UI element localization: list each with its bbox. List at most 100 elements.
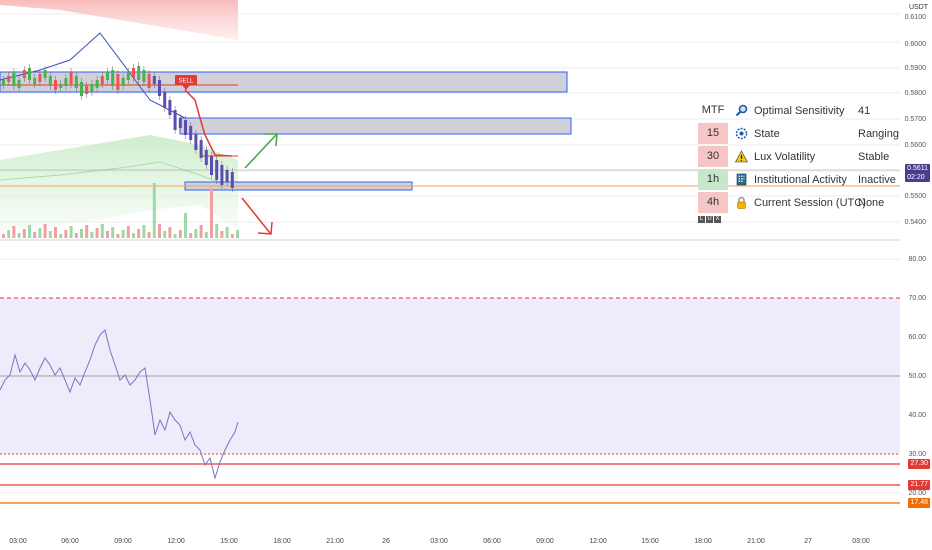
rsi-axis-label: 30.00 bbox=[908, 451, 926, 458]
volume-bar bbox=[69, 226, 73, 238]
candle-body bbox=[111, 70, 115, 86]
time-axis-label: 21:00 bbox=[747, 538, 765, 545]
warning-icon bbox=[734, 150, 748, 164]
candle-body bbox=[215, 160, 219, 180]
info-row-volatility: 30 Lux Volatility Stable bbox=[698, 145, 902, 168]
volume-bar bbox=[152, 183, 156, 238]
volume-bar bbox=[220, 231, 224, 238]
volume-bar bbox=[173, 234, 177, 238]
candle-body bbox=[121, 78, 125, 86]
price-axis-label: 0.5500 bbox=[905, 193, 927, 200]
mtf-4h: 4h bbox=[698, 192, 728, 213]
candle-body bbox=[17, 80, 21, 88]
rsi-axis[interactable]: 80.00 70.00 60.00 50.00 40.00 30.00 20.00 bbox=[908, 256, 926, 497]
volume-bar bbox=[17, 233, 21, 238]
candle-body bbox=[95, 80, 99, 88]
time-axis-label: 06:00 bbox=[61, 538, 79, 545]
volume-bar bbox=[43, 224, 47, 238]
info-label: Current Session (UTC) bbox=[754, 196, 866, 209]
volume-bar bbox=[147, 232, 151, 238]
volume-bar bbox=[225, 227, 229, 238]
candle-body bbox=[54, 80, 57, 90]
rsi-axis-label: 80.00 bbox=[908, 256, 926, 263]
candle-body bbox=[158, 80, 161, 96]
volume-bar bbox=[184, 213, 187, 238]
mtf-15: 15 bbox=[698, 123, 728, 144]
volume-bar bbox=[194, 229, 198, 238]
volume-bar bbox=[100, 224, 104, 238]
level-21-tag: 21.77 bbox=[908, 480, 930, 490]
volume-bar bbox=[2, 234, 5, 238]
volume-bar bbox=[178, 230, 182, 238]
volume-bar bbox=[158, 224, 161, 238]
volume-bar bbox=[111, 227, 115, 238]
candle-body bbox=[126, 72, 130, 80]
candlesticks bbox=[2, 62, 234, 192]
currency-label: USDT bbox=[908, 4, 928, 11]
mtf-header: MTF bbox=[701, 104, 725, 116]
lux-info-panel: MTF Optimal Sensitivity 41 15 State Rang… bbox=[698, 99, 902, 223]
rsi-axis-label: 70.00 bbox=[908, 295, 926, 302]
time-axis-label: 03:00 bbox=[430, 538, 448, 545]
volume-bar bbox=[199, 225, 203, 238]
time-axis-label: 03:00 bbox=[852, 538, 870, 545]
countdown-value: 02:20 bbox=[907, 174, 925, 181]
info-value: Stable bbox=[858, 150, 890, 163]
price-axis-label: 0.6100 bbox=[905, 14, 927, 21]
time-axis[interactable]: 03:00 06:00 09:00 12:00 15:00 18:00 21:00 26 03:… bbox=[9, 538, 870, 545]
rsi-axis-label: 40.00 bbox=[908, 412, 926, 419]
trailing-stop-line bbox=[184, 89, 233, 157]
volume-bar bbox=[137, 229, 141, 238]
volume-bar bbox=[64, 230, 68, 238]
info-label: State bbox=[754, 127, 780, 140]
volume-bar bbox=[204, 232, 208, 238]
volume-bar bbox=[7, 230, 11, 238]
candle-body bbox=[64, 78, 68, 86]
current-price-value: 0.5611 bbox=[907, 165, 928, 172]
magnifier-icon bbox=[734, 104, 748, 118]
candle-body bbox=[173, 110, 177, 130]
level-27-tag: 27.30 bbox=[908, 459, 930, 469]
logo-letter: L bbox=[698, 216, 705, 223]
candle-body bbox=[43, 70, 47, 78]
candle-body bbox=[152, 76, 156, 84]
volume-bar bbox=[59, 234, 63, 238]
order-block-upper[interactable] bbox=[0, 71, 568, 93]
building-icon bbox=[734, 173, 748, 187]
candle-body bbox=[74, 76, 78, 88]
info-label: Optimal Sensitivity bbox=[754, 104, 845, 117]
upper-band bbox=[0, 0, 238, 40]
volume-bar bbox=[54, 227, 57, 238]
candle-body bbox=[7, 76, 11, 82]
info-value: None bbox=[858, 196, 885, 209]
candle-body bbox=[204, 150, 208, 165]
luxalgo-logo: L U X bbox=[698, 216, 902, 223]
candle-body bbox=[132, 68, 135, 78]
time-axis-label: 03:00 bbox=[9, 538, 27, 545]
volume-bar bbox=[132, 233, 135, 238]
info-value: 41 bbox=[858, 104, 871, 117]
volume-bar bbox=[168, 227, 172, 238]
candle-body bbox=[48, 76, 52, 86]
volume-bar bbox=[12, 226, 16, 238]
time-axis-label: 12:00 bbox=[589, 538, 607, 545]
price-axis-label: 0.5900 bbox=[905, 65, 927, 72]
volume-bar bbox=[33, 232, 37, 238]
time-axis-label: 15:00 bbox=[220, 538, 238, 545]
candle-body bbox=[147, 74, 151, 88]
candle-body bbox=[194, 134, 198, 150]
order-block-middle[interactable] bbox=[179, 117, 572, 135]
time-axis-label: 27 bbox=[804, 538, 812, 545]
candle-body bbox=[178, 118, 182, 128]
candle-body bbox=[163, 92, 167, 108]
price-axis[interactable]: 0.6100 0.6000 0.5900 0.5800 0.5700 0.5600 0.55… bbox=[905, 14, 927, 226]
sell-signal[interactable]: SELL bbox=[175, 75, 197, 90]
candle-body bbox=[137, 66, 141, 80]
volume-bar bbox=[74, 233, 78, 238]
candle-body bbox=[184, 120, 187, 135]
sell-label: SELL bbox=[179, 79, 194, 85]
candle-body bbox=[210, 156, 213, 175]
volume-bar bbox=[126, 226, 130, 238]
price-axis-label: 0.5800 bbox=[905, 90, 927, 97]
